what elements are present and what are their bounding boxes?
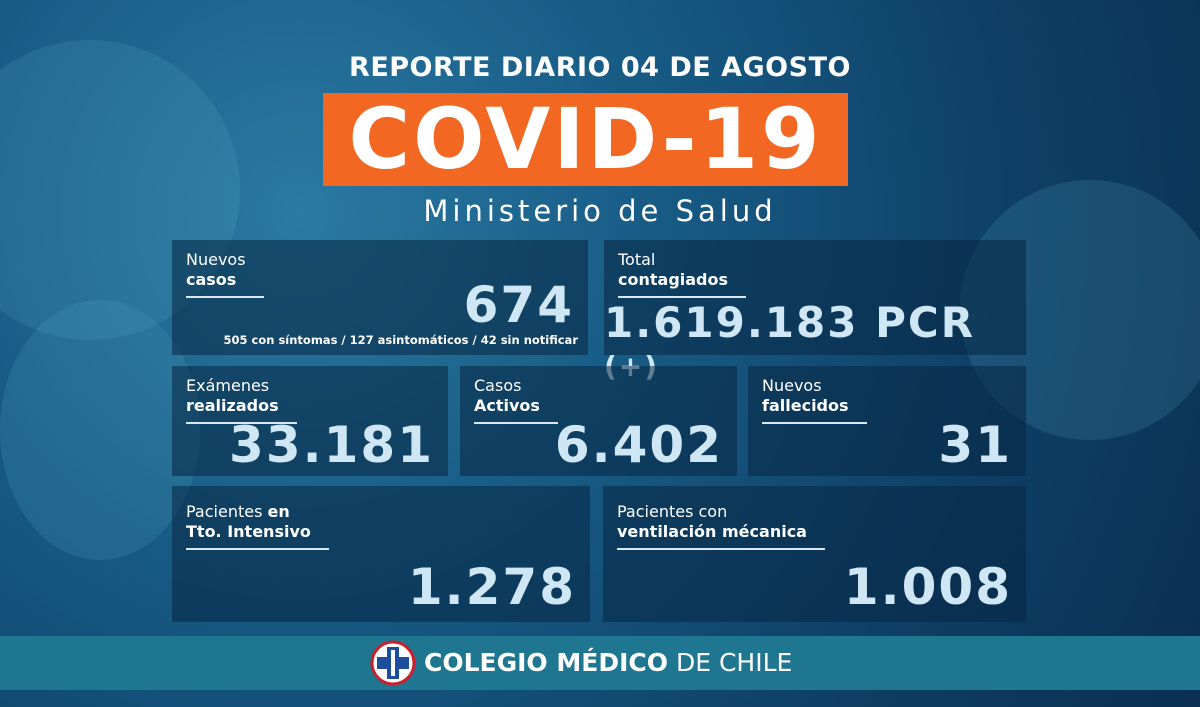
card: Casos Activos 6.402	[460, 366, 737, 476]
label-bold: Activos	[474, 396, 540, 415]
card: Nuevos casos 674 505 con síntomas / 127 a…	[172, 240, 588, 355]
label-light: Exámenes	[186, 376, 270, 395]
label-bold: ventilación mécanica	[617, 522, 807, 541]
card-label: Pacientes en Tto. Intensivo	[186, 502, 329, 550]
kicker: REPORTE DIARIO 04 DE AGOSTO	[349, 52, 851, 83]
value-text: 1.619.183 PCR	[604, 298, 976, 347]
card-note: 505 con síntomas / 127 asintomáticos / 4…	[223, 333, 578, 347]
footer-bold: COLEGIO MÉDICO	[424, 648, 668, 677]
card-value: 31	[938, 416, 1012, 474]
label-light: Nuevos	[762, 376, 822, 395]
card-label: Pacientes con ventilación mécanica	[617, 502, 825, 550]
card-label: Total contagiados	[618, 250, 747, 298]
card: Exámenes realizados 33.181	[172, 366, 448, 476]
card: Pacientes con ventilación mécanica 1.008	[603, 486, 1026, 622]
footer-bar	[0, 636, 1200, 690]
card-value: 674	[463, 276, 574, 334]
label-bold: contagiados	[618, 270, 729, 289]
footer-light: DE CHILE	[675, 648, 793, 677]
label-bold: casos	[186, 270, 237, 289]
label-bold: en	[267, 502, 290, 521]
bg-virus	[0, 300, 200, 560]
card: Nuevos fallecidos 31	[748, 366, 1026, 476]
label-light: Pacientes	[186, 502, 263, 521]
label-light: Total	[618, 250, 656, 269]
label-bold: fallecidos	[762, 396, 849, 415]
label-bold: Tto. Intensivo	[186, 522, 311, 541]
footer-text: COLEGIO MÉDICO DE CHILE	[424, 648, 792, 677]
title-box	[323, 93, 848, 186]
label-light: Nuevos	[186, 250, 246, 269]
card-label: Nuevos casos	[186, 250, 264, 298]
card-label: Casos Activos	[474, 376, 558, 424]
card-value: 1.278	[407, 558, 576, 616]
card-label: Nuevos fallecidos	[762, 376, 867, 424]
card-value: 1.008	[843, 558, 1012, 616]
card-label: Exámenes realizados	[186, 376, 297, 424]
card-value: 33.181	[229, 416, 434, 474]
title: COVID-19	[348, 90, 823, 188]
label-light: Casos	[474, 376, 522, 395]
card: Pacientes en Tto. Intensivo 1.278	[172, 486, 590, 622]
label-light: Pacientes con	[617, 502, 728, 521]
logo	[370, 640, 416, 686]
label-bold: realizados	[186, 396, 279, 415]
subtitle: Ministerio de Salud	[423, 194, 777, 228]
card-value: 6.402	[554, 416, 723, 474]
